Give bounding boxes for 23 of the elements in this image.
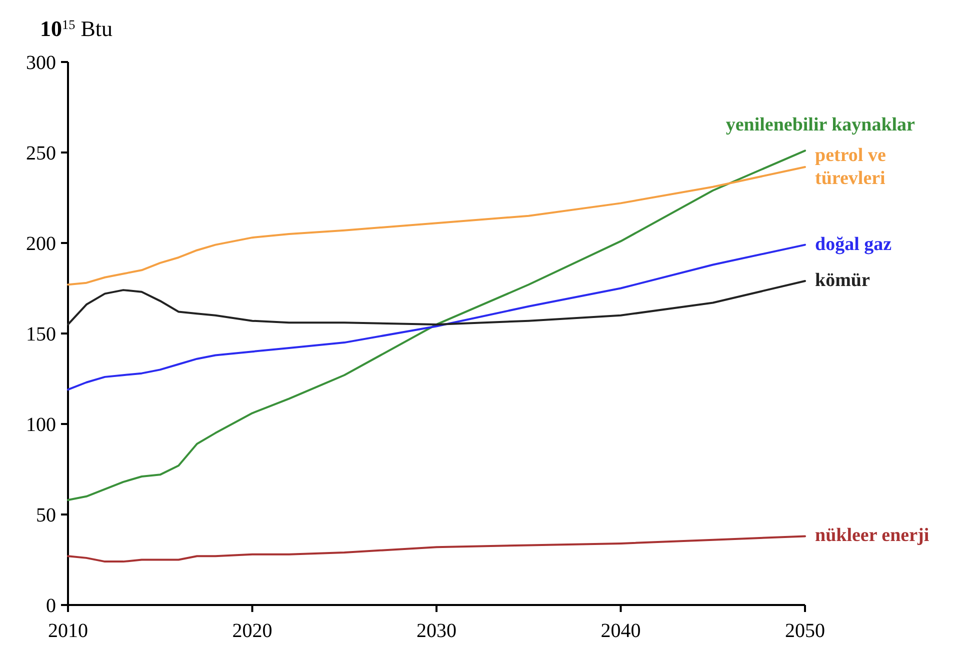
y-tick-label: 250 xyxy=(26,142,56,164)
line-series xyxy=(67,244,806,391)
series-label: doğal gaz xyxy=(815,234,892,255)
y-tick-label: 50 xyxy=(36,504,56,526)
line-series xyxy=(67,535,806,563)
y-tick-label: 200 xyxy=(26,233,56,255)
x-tick-label: 2010 xyxy=(48,620,88,642)
y-tick-label: 150 xyxy=(26,324,56,346)
series-label: yenilenebilir kaynaklar xyxy=(726,114,916,136)
series-label: petrol ve türevleri xyxy=(815,144,886,189)
x-tick-label: 2040 xyxy=(600,620,641,642)
line-series xyxy=(67,166,806,286)
y-tick-label: 300 xyxy=(26,52,56,74)
series-label: kömür xyxy=(815,270,870,292)
y-axis-title: 10$^{15}$ Btu xyxy=(40,16,112,41)
x-tick-label: 2030 xyxy=(416,620,456,642)
x-tick-label: 2050 xyxy=(785,620,825,642)
x-tick-label: 2020 xyxy=(232,620,272,642)
line-series xyxy=(67,150,806,502)
y-tick-label: 100 xyxy=(26,414,56,436)
series-label: nükleer enerji xyxy=(815,525,930,546)
line-series xyxy=(67,280,806,326)
y-tick-label: 0 xyxy=(46,595,56,617)
